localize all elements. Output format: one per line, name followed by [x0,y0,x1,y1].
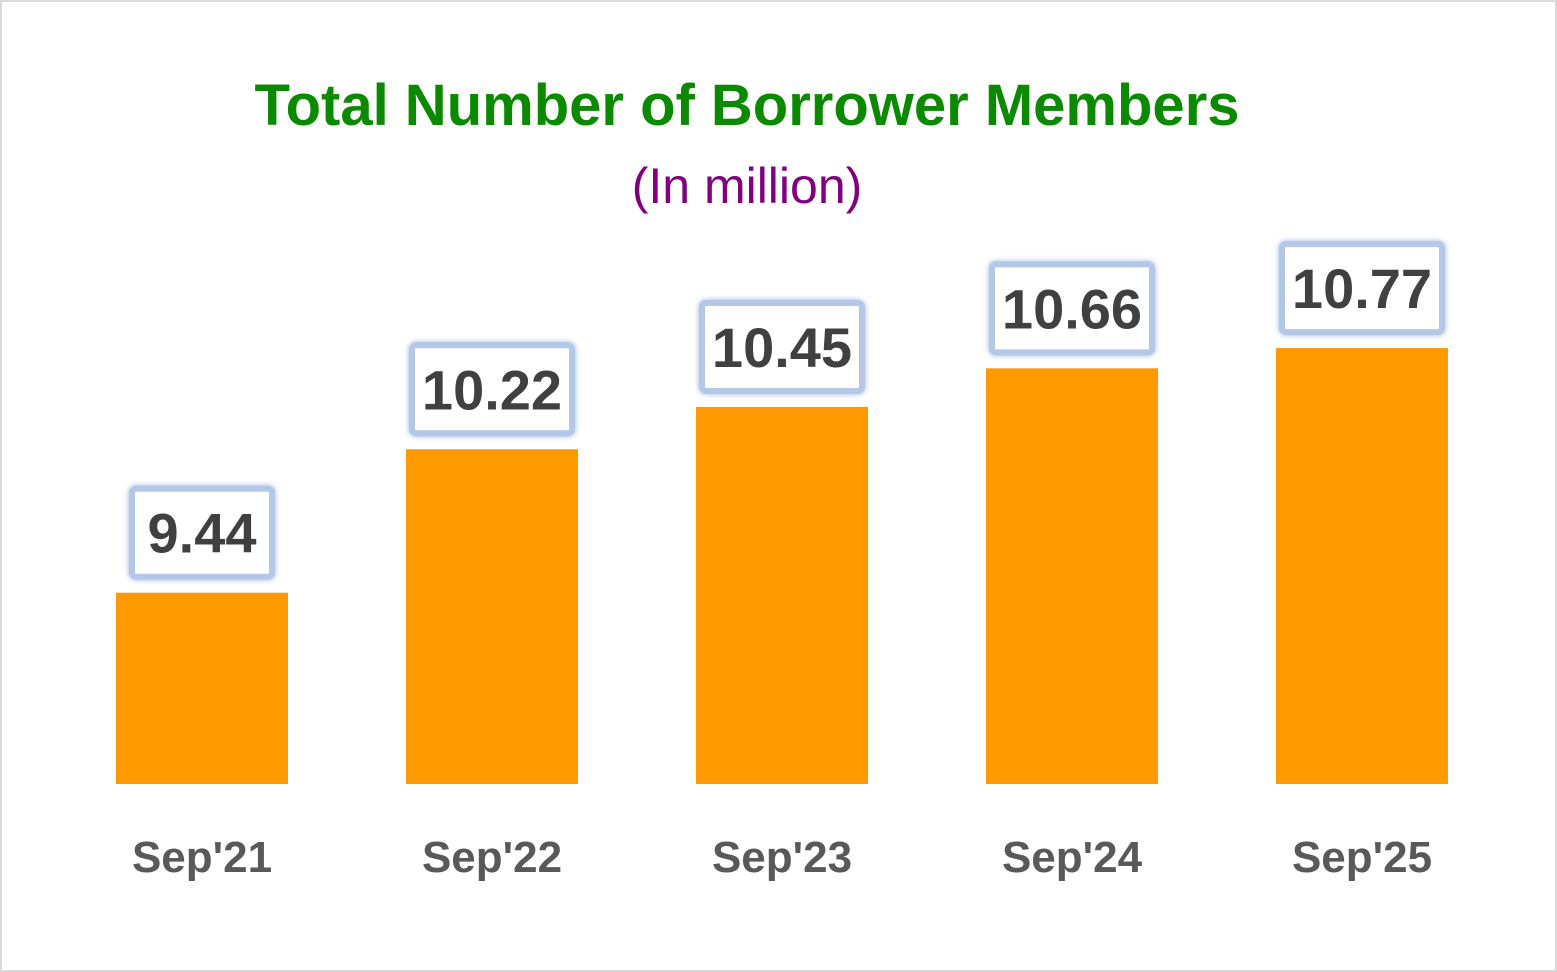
bar-Sep'21 [116,592,288,784]
category-label-Sep'25: Sep'25 [1292,833,1432,882]
bar-Sep'23 [696,406,868,784]
category-label-Sep'24: Sep'24 [1002,833,1143,882]
value-label-text: 9.44 [148,502,257,565]
value-label-Sep'22: 10.22 [409,342,575,437]
value-label-box [699,299,865,394]
value-labels-group: 9.44 10.22 10.45 10.66 10.77 [129,241,1445,580]
value-label-box [1279,241,1445,336]
category-label-Sep'22: Sep'22 [422,833,562,882]
bar-Sep'22 [406,449,578,784]
value-label-text: 10.45 [712,316,852,379]
bars-group [116,348,1448,784]
value-label-box [989,261,1155,356]
value-label-box [129,485,275,580]
value-label-Sep'24: 10.66 [989,261,1155,356]
value-label-text: 10.66 [1002,277,1142,340]
value-label-text: 10.77 [1292,257,1432,320]
value-label-Sep'21: 9.44 [129,485,275,580]
bar-Sep'25 [1276,348,1448,784]
value-label-text: 10.22 [422,358,562,421]
value-label-box [409,342,575,437]
category-labels-group: Sep'21 Sep'22 Sep'23 Sep'24 Sep'25 [132,833,1432,882]
category-label-Sep'23: Sep'23 [712,833,852,882]
value-label-Sep'23: 10.45 [699,299,865,394]
bar-Sep'24 [986,368,1158,784]
chart-title: Total Number of Borrower Members [254,73,1240,138]
category-label-Sep'21: Sep'21 [132,833,272,882]
value-label-Sep'25: 10.77 [1279,241,1445,336]
chart-subtitle: (In million) [631,158,863,214]
